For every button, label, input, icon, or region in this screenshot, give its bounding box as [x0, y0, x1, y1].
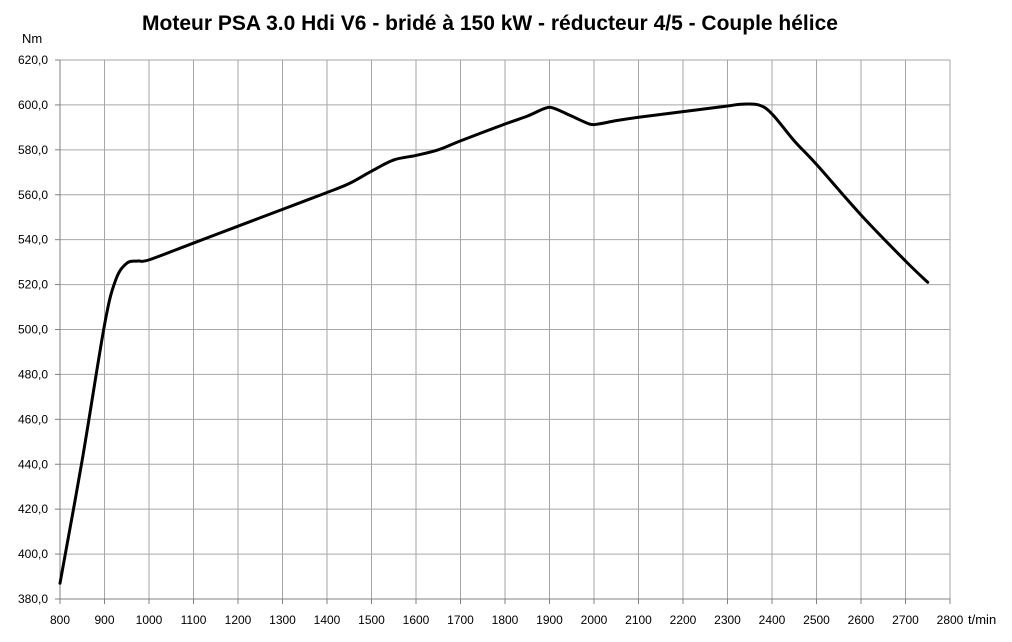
x-tick-label: 2600 [848, 613, 875, 627]
y-tick-label: 380,0 [18, 592, 48, 606]
y-tick-label: 540,0 [18, 233, 48, 247]
y-tick-label: 420,0 [18, 502, 48, 516]
x-tick-label: 2100 [625, 613, 652, 627]
y-tick-label: 560,0 [18, 188, 48, 202]
x-tick-label: 2400 [759, 613, 786, 627]
x-tick-label: 2500 [803, 613, 830, 627]
x-tick-label: 1600 [403, 613, 430, 627]
x-tick-label: 1300 [269, 613, 296, 627]
x-tick-label: 2200 [670, 613, 697, 627]
y-tick-label: 500,0 [18, 323, 48, 337]
x-tick-label: 1000 [136, 613, 163, 627]
x-tick-label: 1500 [358, 613, 385, 627]
y-axis-unit-label: Nm [22, 31, 43, 46]
x-tick-label: 1100 [181, 613, 207, 627]
torque-curve-line [58, 102, 930, 585]
y-tick-label: 400,0 [18, 547, 48, 561]
x-axis-unit-label: t/min [968, 612, 997, 627]
y-tick-label: 480,0 [18, 367, 48, 381]
x-tick-label: 2700 [892, 613, 919, 627]
x-tick-label: 800 [50, 613, 70, 627]
y-tick-label: 520,0 [18, 278, 48, 292]
y-tick-label: 440,0 [18, 457, 48, 471]
x-tick-label: 1800 [492, 613, 519, 627]
x-tick-label: 2800 [937, 613, 964, 627]
y-tick-label: 460,0 [18, 412, 48, 426]
y-tick-label: 620,0 [18, 53, 48, 67]
y-tick-label: 580,0 [18, 143, 48, 157]
y-tick-label: 600,0 [18, 98, 48, 112]
x-tick-label: 1400 [314, 613, 341, 627]
x-tick-label: 1700 [447, 613, 474, 627]
chart-title: Moteur PSA 3.0 Hdi V6 - bridé à 150 kW -… [142, 12, 838, 35]
x-tick-label: 2000 [581, 613, 608, 627]
x-tick-label: 1200 [225, 613, 252, 627]
x-tick-label: 1900 [536, 613, 563, 627]
x-tick-label: 900 [94, 613, 114, 627]
x-tick-label: 2300 [714, 613, 741, 627]
